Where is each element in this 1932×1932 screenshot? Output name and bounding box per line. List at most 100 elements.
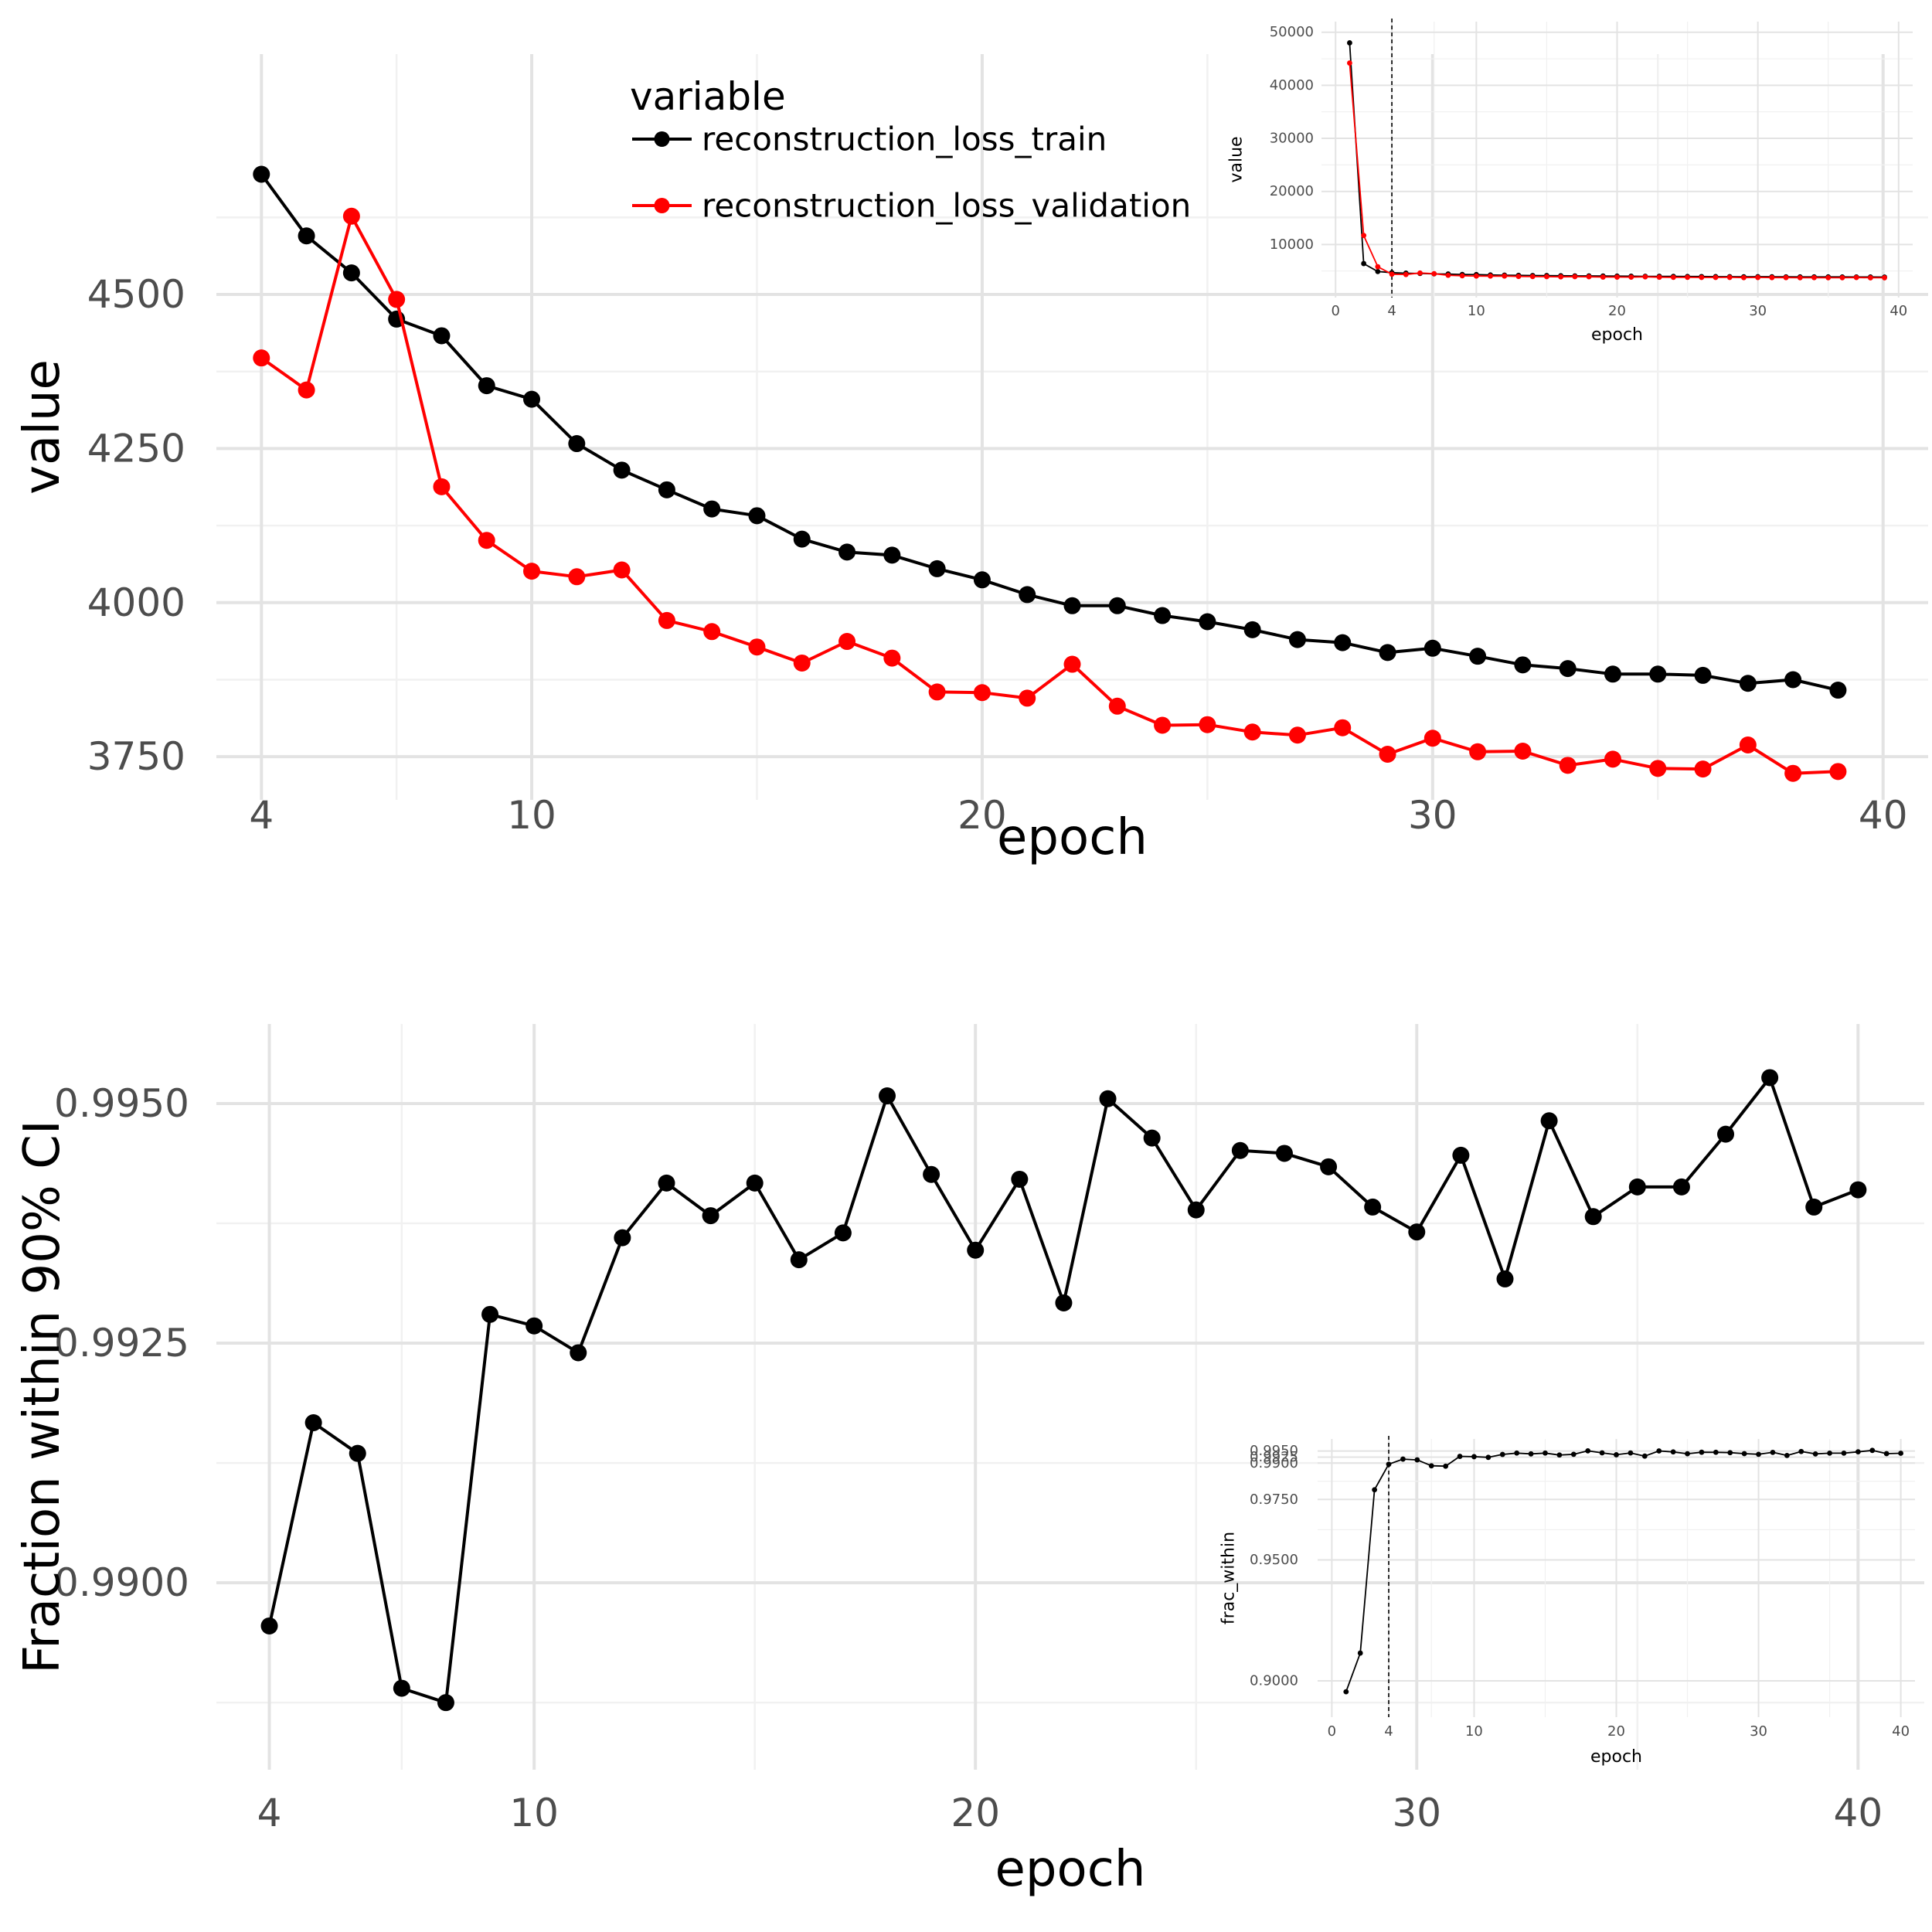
data-point: [1414, 1457, 1420, 1463]
data-point: [1685, 1451, 1690, 1457]
data-point: [1428, 1463, 1434, 1469]
data-point: [478, 532, 495, 549]
data-point: [973, 571, 991, 589]
data-point: [523, 563, 541, 580]
x-tick-label: 4: [257, 1791, 282, 1835]
data-point: [1869, 1447, 1876, 1454]
data-point: [658, 481, 675, 498]
y-tick-label: 0.9000: [1250, 1673, 1298, 1689]
x-tick-label: 20: [957, 793, 1007, 838]
x-tick-label: 30: [1392, 1791, 1441, 1835]
data-point: [1741, 274, 1747, 281]
x-axis-title: epoch: [995, 1841, 1146, 1898]
data-point: [1685, 274, 1690, 281]
chart-bottom-main: 4 10 20 30 400.99000.99250.9950epochFraction…: [14, 1024, 1924, 1898]
data-point: [1386, 1461, 1392, 1468]
data-point: [883, 546, 901, 564]
y-tick-label: 0.9950: [1250, 1443, 1298, 1459]
data-point: [1403, 271, 1409, 277]
y-tick-label: 4000: [87, 580, 185, 625]
data-point: [1063, 597, 1081, 614]
data-point: [1839, 274, 1845, 281]
data-point: [1231, 1141, 1249, 1159]
data-point: [388, 291, 406, 308]
data-point: [1334, 719, 1352, 736]
data-point: [1408, 1223, 1426, 1241]
data-point: [478, 377, 495, 395]
data-point: [1882, 275, 1887, 281]
data-point: [1741, 1451, 1747, 1457]
x-axis-title: epoch: [1591, 325, 1643, 345]
data-point: [1459, 273, 1465, 279]
data-point: [1019, 586, 1036, 604]
data-point: [1739, 675, 1757, 692]
data-point: [1883, 1451, 1889, 1457]
data-point: [1187, 1201, 1205, 1219]
data-point: [1853, 274, 1859, 281]
data-point: [1599, 1450, 1605, 1456]
x-tick-label: 20: [1607, 1723, 1625, 1740]
data-point: [1761, 1069, 1779, 1087]
y-tick-label: 3750: [87, 734, 185, 779]
data-point: [1243, 621, 1261, 638]
x-tick-label: 30: [1750, 1723, 1767, 1740]
y-axis-title: frac_within: [1219, 1532, 1239, 1624]
data-point: [1361, 233, 1367, 239]
data-point: [1143, 1129, 1161, 1147]
data-point: [1829, 682, 1847, 699]
data-point: [1641, 1453, 1648, 1459]
data-point: [1739, 736, 1757, 754]
data-point: [1372, 1487, 1378, 1493]
x-tick-label: 10: [509, 1791, 559, 1835]
x-tick-label: 0: [1331, 303, 1339, 319]
data-point: [1544, 274, 1549, 280]
data-point: [1199, 716, 1216, 733]
data-point: [1672, 1178, 1690, 1196]
data-point: [1011, 1170, 1029, 1188]
data-point: [1713, 1449, 1719, 1455]
data-point: [834, 1224, 852, 1242]
series-line: [1345, 1449, 1901, 1692]
data-point: [1243, 723, 1261, 741]
data-point: [1670, 1449, 1676, 1455]
y-axis-title: Fraction within 90% CI: [14, 1120, 71, 1673]
data-point: [793, 654, 811, 672]
data-point: [1452, 1146, 1470, 1164]
legend-key-point: [654, 198, 670, 213]
data-point: [1656, 1448, 1662, 1454]
data-point: [1347, 60, 1352, 66]
x-tick-label: 10: [507, 793, 556, 838]
data-point: [1841, 1450, 1847, 1456]
data-point: [1099, 1090, 1117, 1107]
data-point: [1572, 274, 1578, 280]
data-point: [1154, 716, 1172, 734]
data-point: [1642, 274, 1648, 280]
data-point: [1055, 1294, 1073, 1311]
y-axis-title: value: [14, 359, 71, 495]
x-tick-label: 40: [1859, 793, 1908, 838]
data-point: [1063, 655, 1081, 673]
data-point: [304, 1413, 322, 1431]
data-point: [433, 478, 451, 495]
data-point: [433, 327, 451, 345]
y-tick-label: 4250: [87, 426, 185, 471]
data-point: [1334, 634, 1352, 651]
chart-bottom-inset: 0 4 10 20 30 40 0.9000 0.9500 0.9750 0.99000.9925…: [1219, 1436, 1915, 1767]
x-tick-label: 40: [1889, 303, 1907, 319]
data-point: [1825, 274, 1832, 281]
legend-label: reconstruction_loss_validation: [702, 187, 1191, 225]
data-point: [1784, 1452, 1790, 1458]
data-point: [1604, 665, 1621, 683]
data-point: [1199, 613, 1216, 631]
data-point: [393, 1679, 410, 1697]
x-tick-label: 20: [951, 1791, 1000, 1835]
data-point: [923, 1165, 940, 1183]
data-point: [526, 1317, 543, 1335]
chart-top-inset: 0 4 10 20 30 40 10000 20000 30000 40000 50000 epoch…: [1227, 19, 1913, 345]
data-point: [1770, 1449, 1776, 1455]
data-point: [568, 435, 586, 453]
data-point: [1726, 274, 1733, 281]
data-point: [1849, 1181, 1867, 1199]
data-point: [1727, 1450, 1733, 1456]
data-point: [1694, 760, 1712, 778]
